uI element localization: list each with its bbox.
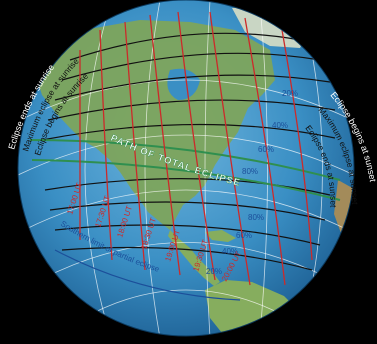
contour-line — [69, 32, 301, 61]
time-lines — [79, 11, 313, 286]
time-line — [124, 21, 146, 271]
contour-line — [44, 178, 331, 196]
contour-line — [49, 201, 326, 221]
time-line — [244, 17, 286, 286]
percent-label: 20% — [282, 89, 298, 98]
north-america-landmass — [34, 20, 275, 230]
time-line — [281, 29, 313, 261]
contour-line — [61, 52, 321, 81]
time-line — [177, 11, 216, 281]
percent-label: 80% — [248, 213, 264, 222]
contour-line — [54, 74, 331, 101]
percent-label: 60% — [236, 231, 252, 240]
time-line — [209, 11, 251, 286]
time-line — [149, 14, 181, 276]
contour-line — [41, 123, 336, 141]
time-line — [99, 29, 113, 261]
southern-limit-line — [54, 249, 241, 301]
globe-outline — [17, 0, 355, 337]
contour-line — [47, 99, 336, 121]
percent-label: 60% — [258, 145, 274, 154]
percent-labels-north: 20% 40% 60% 80% — [242, 89, 298, 176]
contour-line — [54, 224, 321, 246]
percent-label: 40% — [222, 247, 238, 256]
total-eclipse-path — [29, 139, 341, 201]
contour-line — [61, 246, 313, 271]
africa-landmass — [334, 180, 354, 236]
percent-labels-south: 80% 60% 40% 20% — [206, 213, 264, 276]
percent-label: 80% — [242, 167, 258, 176]
caribbean-islands — [205, 230, 236, 242]
percent-label: 40% — [272, 121, 288, 130]
obscuration-contours — [41, 32, 336, 271]
percent-label: 20% — [206, 267, 222, 276]
